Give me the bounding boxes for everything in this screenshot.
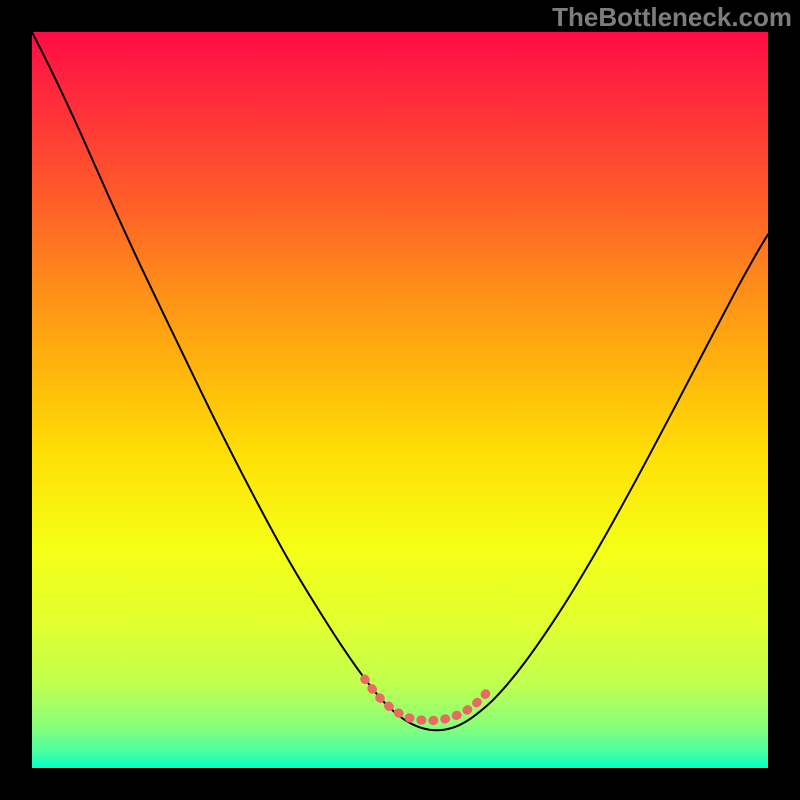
watermark-text: TheBottleneck.com: [552, 2, 792, 33]
chart-stage: TheBottleneck.com: [0, 0, 800, 800]
gradient-background: [32, 32, 768, 768]
plot-area: [32, 32, 768, 768]
